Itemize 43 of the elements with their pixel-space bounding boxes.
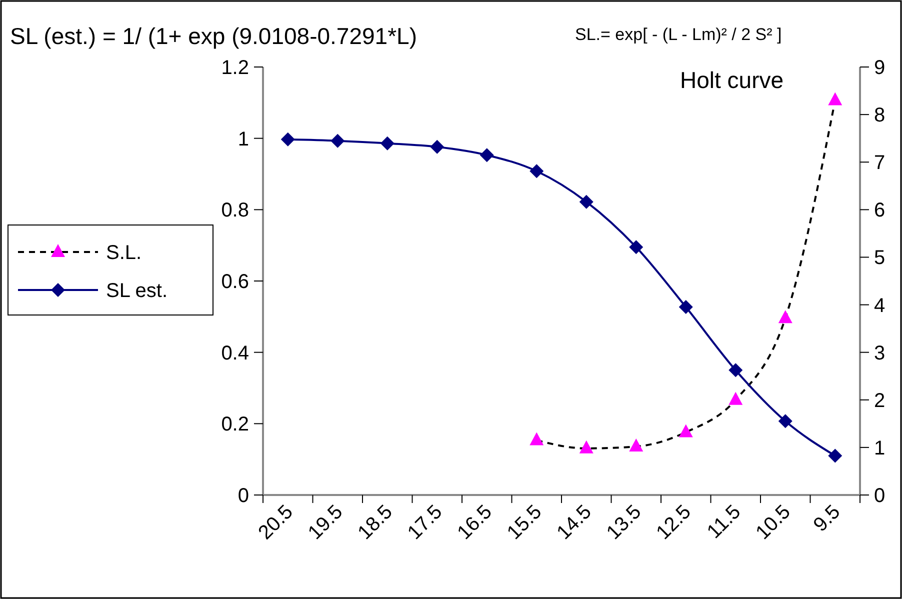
y2-tick-label: 0 xyxy=(874,485,886,507)
y2-tick-label: 4 xyxy=(874,294,886,317)
point xyxy=(579,194,594,209)
y2-tick-label: 2 xyxy=(874,390,886,412)
y2-tick-label: 1 xyxy=(874,437,886,460)
point xyxy=(330,134,345,148)
point xyxy=(430,140,444,154)
y-tick-label: 0.4 xyxy=(221,342,249,364)
legend-label: S.L. xyxy=(106,242,142,264)
point xyxy=(480,148,494,162)
point xyxy=(380,136,394,150)
point xyxy=(828,92,842,106)
y-tick-label: 0.8 xyxy=(221,200,249,222)
y2-tick-label: 5 xyxy=(874,247,886,270)
y2-tick-label: 8 xyxy=(874,104,886,127)
point xyxy=(530,164,544,178)
text: SL.= exp[ - (L - Lm)² / 2 S² ] xyxy=(575,25,782,44)
point xyxy=(629,438,644,452)
y2-tick-label: 3 xyxy=(874,342,886,364)
y-tick-label: 1.2 xyxy=(221,57,249,79)
point xyxy=(280,132,295,146)
point xyxy=(828,448,842,463)
point xyxy=(678,300,693,314)
annotation: Holt curve xyxy=(680,67,784,93)
y-tick-label: 1 xyxy=(238,128,249,150)
chart-title: SL (est.) = 1/ (1+ exp (9.0108-0.7291*L) xyxy=(10,23,418,49)
point xyxy=(530,432,544,446)
legend-label: SL est. xyxy=(106,280,168,302)
y2-tick-label: 6 xyxy=(874,200,886,222)
point xyxy=(579,440,594,454)
point xyxy=(728,392,743,405)
point xyxy=(678,424,693,438)
x-tick-label: 11.5 xyxy=(703,500,746,544)
y-tick-label: 0.6 xyxy=(221,271,249,293)
point xyxy=(778,414,792,428)
point xyxy=(778,310,792,324)
point xyxy=(629,240,644,254)
y-tick-label: 0.2 xyxy=(221,414,249,436)
x-tick-label: 9.5 xyxy=(809,500,845,536)
y2-tick-label: 7 xyxy=(874,152,886,174)
point xyxy=(728,363,743,378)
y-tick-label: 0 xyxy=(238,485,249,507)
y2-tick-label: 9 xyxy=(874,57,886,79)
